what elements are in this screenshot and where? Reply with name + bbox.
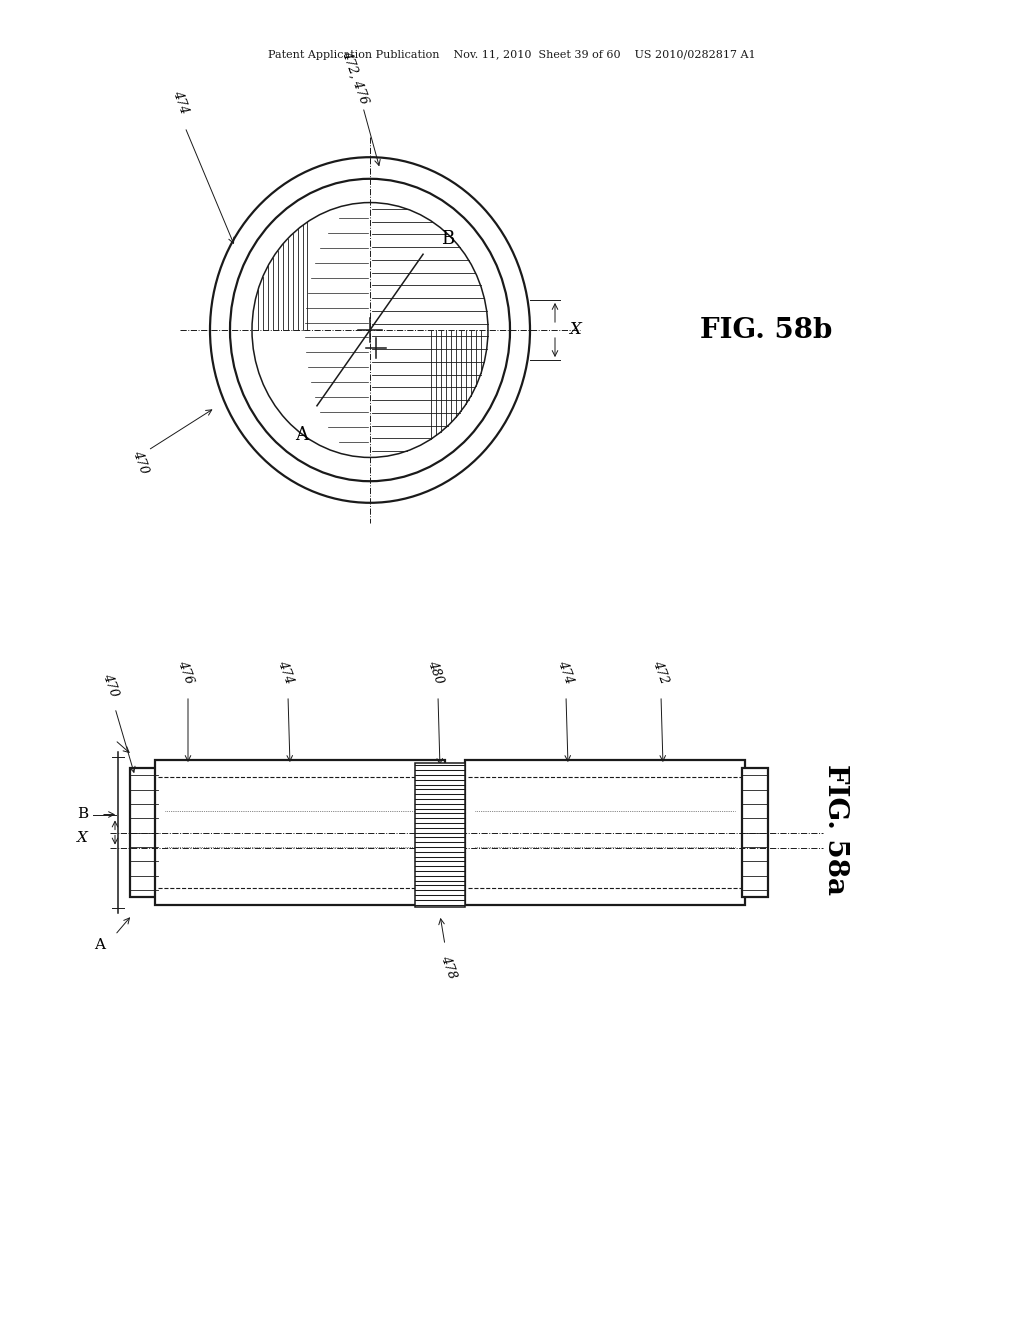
Text: 480: 480 xyxy=(425,659,445,685)
Text: X: X xyxy=(569,322,581,338)
Text: 472, 476: 472, 476 xyxy=(339,49,371,106)
Bar xyxy=(465,760,745,906)
Text: 472: 472 xyxy=(650,659,671,685)
Text: FIG. 58a: FIG. 58a xyxy=(821,764,849,895)
Text: A: A xyxy=(94,939,105,952)
Bar xyxy=(130,768,158,898)
Text: Patent Application Publication    Nov. 11, 2010  Sheet 39 of 60    US 2010/02828: Patent Application Publication Nov. 11, … xyxy=(268,50,756,59)
Text: B: B xyxy=(77,808,88,821)
Text: FIG. 58b: FIG. 58b xyxy=(700,317,833,343)
Text: A: A xyxy=(296,426,308,444)
Text: 476: 476 xyxy=(175,659,196,685)
Bar xyxy=(415,763,465,907)
Text: B: B xyxy=(441,230,455,248)
Text: 470: 470 xyxy=(130,449,151,475)
Bar xyxy=(155,760,445,906)
Text: 474: 474 xyxy=(555,659,575,685)
Text: 474: 474 xyxy=(274,659,295,685)
Text: 474: 474 xyxy=(170,88,190,116)
Text: 478: 478 xyxy=(438,953,458,981)
Text: 470: 470 xyxy=(99,672,120,698)
Bar xyxy=(742,768,768,898)
Text: X: X xyxy=(77,830,88,845)
